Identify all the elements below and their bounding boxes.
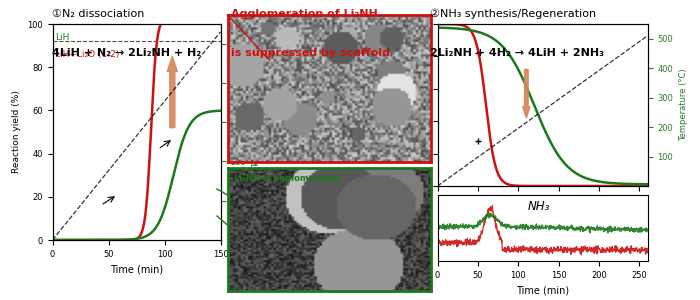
Text: is suppressed by scaffold: is suppressed by scaffold xyxy=(231,48,390,58)
Text: Li₂NH is agglomerated: Li₂NH is agglomerated xyxy=(234,174,340,183)
Text: NH₃: NH₃ xyxy=(527,200,550,212)
Text: 4LiH + N₂ → 2Li₂NH + H₂: 4LiH + N₂ → 2Li₂NH + H₂ xyxy=(52,48,202,58)
Text: ②NH₃ synthesis/Regeneration: ②NH₃ synthesis/Regeneration xyxy=(430,9,596,20)
Text: 2Li₂NH + 4H₂ → 4LiH + 2NH₃: 2Li₂NH + 4H₂ → 4LiH + 2NH₃ xyxy=(430,48,605,58)
Y-axis label: Intensity (arb. units): Intensity (arb. units) xyxy=(423,189,432,267)
Text: ①N₂ dissociation: ①N₂ dissociation xyxy=(52,9,145,19)
Text: LiH+Li₂O (1:2): LiH+Li₂O (1:2) xyxy=(55,50,119,59)
Y-axis label: Reaction yield: xₙₕ₃ (%): Reaction yield: xₙₕ₃ (%) xyxy=(398,61,407,149)
X-axis label: Time (min): Time (min) xyxy=(516,285,569,295)
X-axis label: Time (min): Time (min) xyxy=(110,264,163,274)
Text: Agglomeration of Li₂NH: Agglomeration of Li₂NH xyxy=(231,9,378,19)
Text: LiH: LiH xyxy=(55,33,69,42)
FancyArrow shape xyxy=(523,69,530,118)
Y-axis label: Temperature (°C): Temperature (°C) xyxy=(679,69,687,141)
FancyArrow shape xyxy=(167,56,177,128)
Y-axis label: Reaction yield (%): Reaction yield (%) xyxy=(13,91,22,173)
Y-axis label: Temperature (°C): Temperature (°C) xyxy=(252,96,260,168)
